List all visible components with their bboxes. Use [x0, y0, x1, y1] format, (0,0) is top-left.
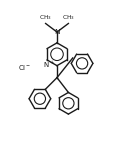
Text: N: N — [54, 29, 59, 35]
Text: Cl$^-$: Cl$^-$ — [18, 63, 32, 72]
Text: CH$_3$: CH$_3$ — [39, 13, 52, 22]
Text: N$^+$: N$^+$ — [43, 60, 54, 70]
Text: CH$_3$: CH$_3$ — [61, 13, 74, 22]
